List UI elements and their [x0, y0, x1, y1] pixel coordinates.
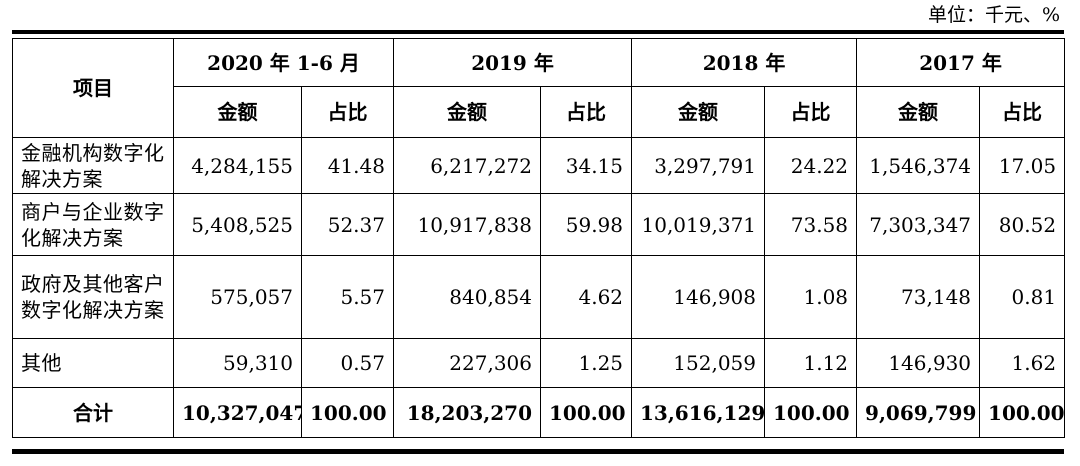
ratio-cell: 0.57 [301, 338, 394, 388]
amount-header: 金额 [173, 86, 302, 138]
amount-cell: 10,019,371 [631, 193, 766, 256]
ratio-cell: 52.37 [301, 193, 394, 256]
amount-cell: 9,069,799 [856, 387, 981, 438]
amount-cell: 73,148 [856, 255, 981, 339]
ratio-header: 占比 [539, 86, 633, 138]
amount-cell: 10,327,047 [173, 387, 302, 438]
ratio-header: 占比 [301, 86, 394, 138]
ratio-header: 占比 [764, 86, 858, 138]
amount-cell: 840,854 [393, 255, 541, 339]
ratio-cell: 100.00 [979, 387, 1066, 438]
year-header-2018: 2018 年 [631, 38, 858, 87]
ratio-cell: 5.57 [301, 255, 394, 339]
amount-header: 金额 [393, 86, 541, 138]
year-header-2017: 2017 年 [856, 38, 1066, 87]
year-header-2020h1: 2020 年 1-6 月 [173, 38, 394, 87]
ratio-cell: 1.25 [539, 338, 633, 388]
amount-cell: 1,546,374 [856, 137, 981, 194]
total-row: 合计 10,327,047 100.00 18,203,270 100.00 1… [12, 387, 1066, 438]
year-header-row: 项目 2020 年 1-6 月 2019 年 2018 年 2017 年 [12, 38, 1066, 138]
project-header: 项目 [12, 38, 174, 138]
amount-cell: 3,297,791 [631, 137, 766, 194]
ratio-cell: 41.48 [301, 137, 394, 194]
year-header-2019: 2019 年 [392, 38, 633, 87]
total-label: 合计 [12, 387, 174, 438]
row-label: 政府及其他客户数字化解决方案 [12, 255, 174, 339]
amount-cell: 59,310 [173, 338, 302, 388]
amount-cell: 10,917,838 [393, 193, 541, 256]
amount-cell: 5,408,525 [173, 193, 302, 256]
table-row: 金融机构数字化解决方案 4,284,155 41.48 6,217,272 34… [12, 137, 1066, 194]
ratio-cell: 34.15 [539, 137, 633, 194]
ratio-cell: 73.58 [764, 193, 858, 256]
ratio-cell: 100.00 [301, 387, 394, 438]
amount-cell: 6,217,272 [393, 137, 541, 194]
ratio-cell: 1.12 [764, 338, 858, 388]
ratio-cell: 1.62 [979, 338, 1066, 388]
amount-cell: 4,284,155 [173, 137, 302, 194]
table-top-rule [12, 30, 1064, 34]
table-row: 其他 59,310 0.57 227,306 1.25 152,059 1.12… [12, 338, 1066, 388]
amount-cell: 227,306 [393, 338, 541, 388]
amount-cell: 18,203,270 [393, 387, 541, 438]
table-row: 政府及其他客户数字化解决方案 575,057 5.57 840,854 4.62… [12, 255, 1066, 339]
amount-cell: 7,303,347 [856, 193, 981, 256]
ratio-cell: 0.81 [979, 255, 1066, 339]
ratio-cell: 100.00 [764, 387, 858, 438]
amount-header: 金额 [856, 86, 981, 138]
amount-cell: 146,908 [631, 255, 766, 339]
ratio-cell: 24.22 [764, 137, 858, 194]
amount-cell: 152,059 [631, 338, 766, 388]
amount-cell: 13,616,129 [631, 387, 766, 438]
row-label: 其他 [12, 338, 174, 388]
row-label: 金融机构数字化解决方案 [12, 137, 174, 194]
amount-cell: 146,930 [856, 338, 981, 388]
revenue-breakdown-table: 项目 2020 年 1-6 月 2019 年 2018 年 2017 年 金额 … [12, 38, 1066, 438]
amount-header: 金额 [631, 86, 766, 138]
ratio-cell: 59.98 [539, 193, 633, 256]
ratio-cell: 1.08 [764, 255, 858, 339]
unit-note: 单位：千元、% [927, 4, 1060, 26]
ratio-cell: 4.62 [539, 255, 633, 339]
ratio-cell: 80.52 [979, 193, 1066, 256]
ratio-header: 占比 [979, 86, 1066, 138]
amount-cell: 575,057 [173, 255, 302, 339]
ratio-cell: 17.05 [979, 137, 1066, 194]
table-bottom-rule [12, 449, 1064, 454]
table-row: 商户与企业数字化解决方案 5,408,525 52.37 10,917,838 … [12, 193, 1066, 256]
ratio-cell: 100.00 [539, 387, 633, 438]
row-label: 商户与企业数字化解决方案 [12, 193, 174, 256]
